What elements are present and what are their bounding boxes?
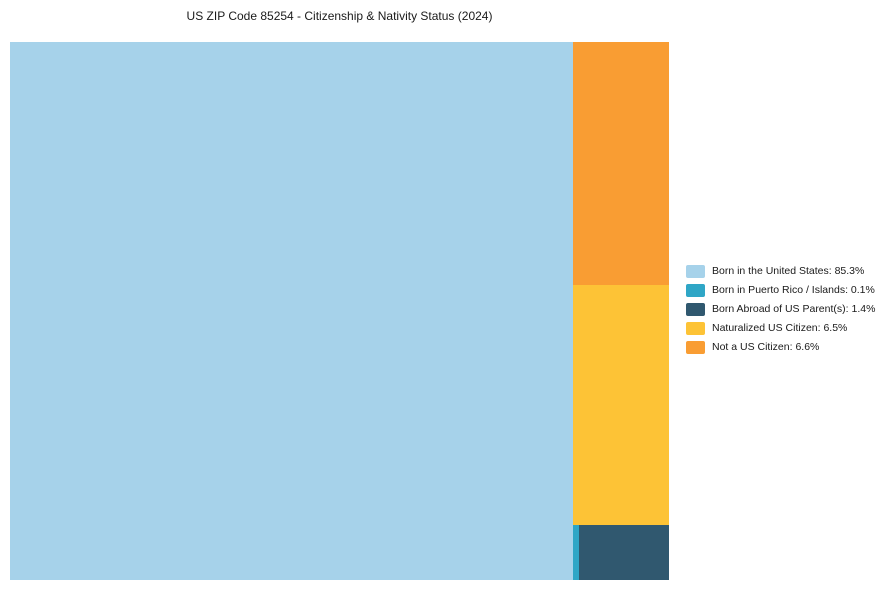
legend-swatch-born_us [686, 265, 705, 278]
treemap-plot-area [10, 42, 669, 580]
legend-label-naturalized: Naturalized US Citizen: 6.5% [712, 322, 848, 334]
legend-label-born_abroad: Born Abroad of US Parent(s): 1.4% [712, 303, 876, 315]
legend-swatch-born_abroad [686, 303, 705, 316]
treemap-block-born_abroad [579, 524, 669, 580]
chart-title: US ZIP Code 85254 - Citizenship & Nativi… [186, 9, 493, 23]
treemap-block-naturalized [572, 285, 669, 525]
legend-swatch-not_citizen [686, 341, 705, 354]
legend-swatch-born_pr_islands [686, 284, 705, 297]
legend-item-born_pr_islands: Born in Puerto Rico / Islands: 0.1% [686, 284, 875, 297]
legend-label-not_citizen: Not a US Citizen: 6.6% [712, 341, 820, 353]
legend-item-not_citizen: Not a US Citizen: 6.6% [686, 341, 875, 354]
treemap-block-born_us [10, 42, 573, 580]
treemap-block-not_citizen [572, 42, 669, 286]
legend-item-naturalized: Naturalized US Citizen: 6.5% [686, 322, 875, 335]
legend: Born in the United States: 85.3% Born in … [686, 265, 875, 354]
legend-item-born_us: Born in the United States: 85.3% [686, 265, 875, 278]
treemap-block-born_pr_islands [572, 524, 580, 580]
legend-swatch-naturalized [686, 322, 705, 335]
legend-item-born_abroad: Born Abroad of US Parent(s): 1.4% [686, 303, 875, 316]
legend-label-born_pr_islands: Born in Puerto Rico / Islands: 0.1% [712, 284, 875, 296]
legend-label-born_us: Born in the United States: 85.3% [712, 265, 865, 277]
